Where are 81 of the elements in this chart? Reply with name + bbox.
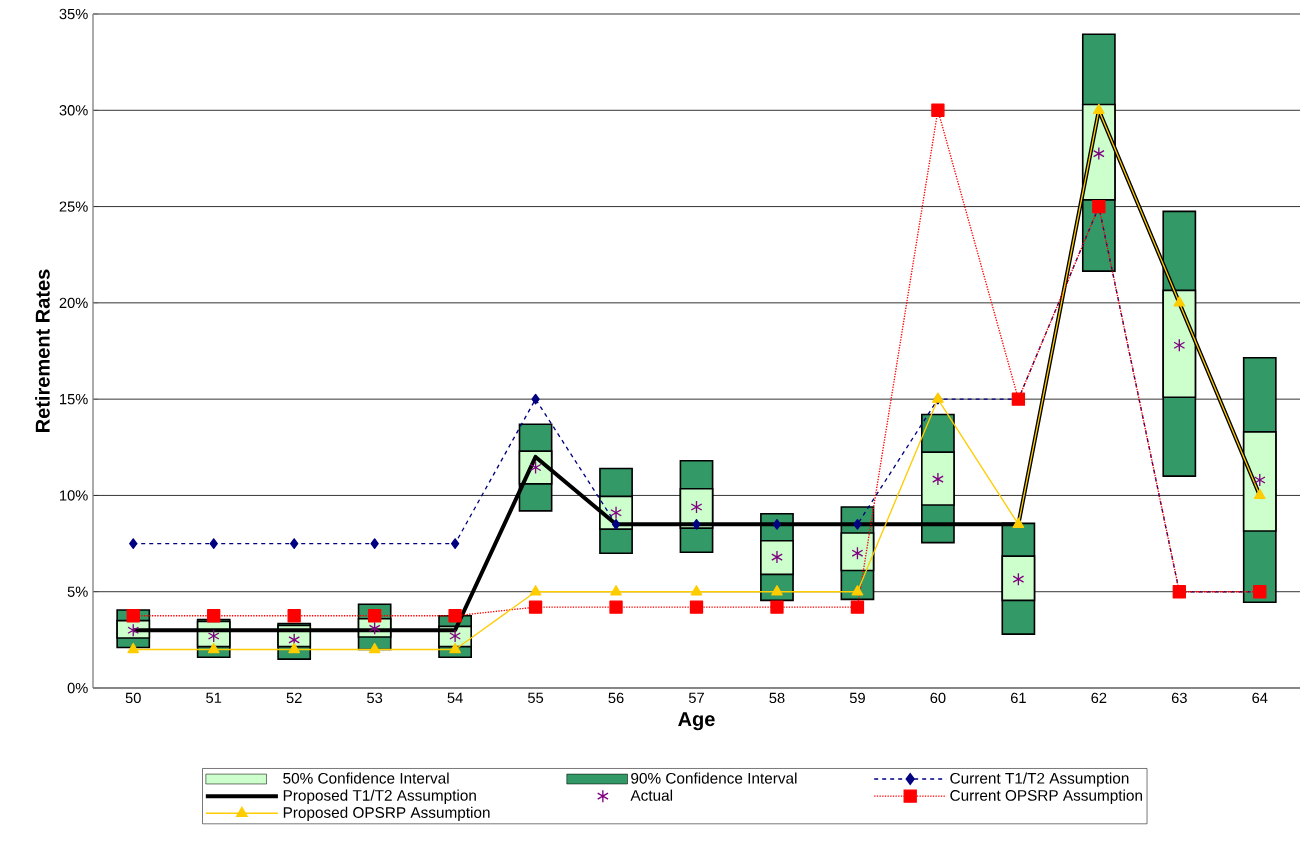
x-tick-label: 64 (1252, 692, 1268, 704)
point (1253, 488, 1266, 500)
x-axis-title: Age (678, 712, 715, 731)
point (529, 460, 542, 475)
point (610, 585, 622, 596)
point (932, 472, 944, 486)
point (531, 393, 540, 405)
point (771, 550, 783, 564)
point (450, 538, 460, 549)
x-tick-label: 61 (1010, 692, 1026, 704)
y-tick-label: 5% (67, 586, 88, 597)
point (931, 103, 945, 117)
point (1092, 103, 1105, 114)
point (1173, 338, 1186, 352)
point (770, 600, 784, 614)
point (772, 518, 782, 530)
point (1173, 296, 1186, 307)
y-tick-label: 35% (59, 8, 88, 20)
point (370, 538, 379, 549)
x-tick-label: 58 (769, 692, 785, 704)
point (609, 600, 623, 614)
legend-label: Proposed OPSRP Assumption (283, 806, 490, 821)
y-tick-label: 15% (60, 394, 88, 405)
x-tick-label: 54 (447, 692, 463, 703)
point (850, 600, 865, 614)
legend-label: 90% Confidence Interval (631, 772, 797, 784)
x-tick-label: 51 (206, 692, 222, 703)
point (449, 629, 461, 643)
x-tick-label: 50 (125, 692, 141, 704)
y-axis-title: Retirement Rates (35, 269, 50, 432)
point (611, 518, 621, 530)
point (127, 642, 140, 654)
y-tick-label: 10% (60, 490, 88, 501)
point (207, 629, 220, 643)
point (1012, 572, 1025, 586)
x-tick-label: 52 (286, 692, 302, 704)
point (853, 518, 862, 530)
x-tick-label: 53 (367, 692, 383, 704)
point (1253, 473, 1266, 487)
point (209, 538, 218, 549)
point (610, 506, 622, 520)
point (368, 621, 381, 635)
point (126, 609, 140, 623)
point (290, 538, 299, 549)
point (851, 585, 864, 596)
legend-label: Current OPSRP Assumption (950, 789, 1142, 804)
point (1092, 146, 1105, 161)
x-tick-label: 56 (608, 692, 624, 704)
x-tick-label: 62 (1091, 692, 1107, 704)
legend-label: Actual (630, 789, 673, 801)
point (851, 546, 864, 560)
point (1012, 517, 1025, 528)
point (771, 585, 783, 596)
x-tick-label: 57 (688, 692, 704, 703)
x-tick-label: 59 (849, 692, 865, 704)
point (287, 609, 301, 623)
x-tick-label: 55 (528, 692, 544, 703)
y-tick-label: 20% (59, 297, 88, 309)
y-tick-label: 25% (59, 201, 88, 212)
y-tick-label: 30% (59, 105, 88, 116)
x-tick-label: 60 (930, 692, 946, 704)
point (448, 609, 462, 623)
point (449, 642, 461, 654)
point (129, 538, 138, 549)
x-tick-label: 63 (1171, 692, 1187, 704)
point (207, 609, 221, 623)
point (288, 642, 301, 654)
legend-label: 50% Confidence Interval (283, 772, 449, 784)
y-tick-label: 0% (67, 682, 88, 694)
point (368, 642, 381, 654)
point (529, 585, 542, 596)
point (207, 642, 220, 654)
point (692, 518, 701, 530)
legend-label: Current T1/T2 Assumption (950, 772, 1129, 787)
point (690, 500, 703, 514)
point (690, 585, 703, 596)
point (528, 600, 543, 614)
legend-label: Proposed T1/T2 Assumption (283, 789, 476, 804)
point (689, 600, 704, 614)
point (367, 609, 382, 623)
point (127, 623, 140, 637)
